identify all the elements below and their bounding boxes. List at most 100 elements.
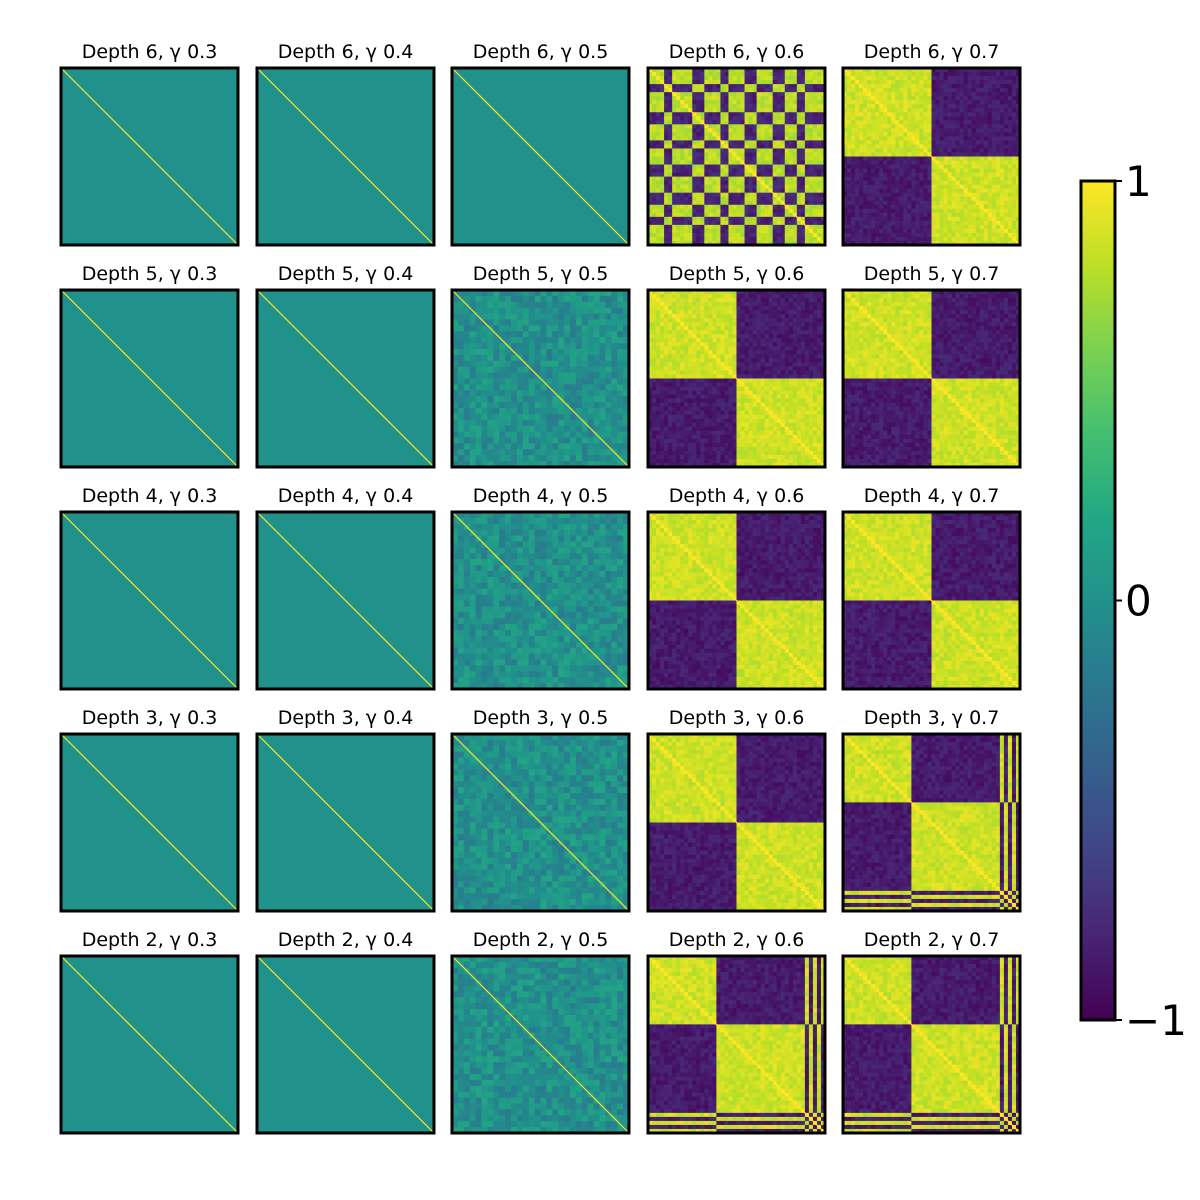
heatmap-cell xyxy=(704,161,708,165)
heatmap-cell xyxy=(668,294,672,298)
heatmap-cell xyxy=(617,443,623,449)
heatmap-cell xyxy=(708,294,712,298)
heatmap-cell xyxy=(887,209,891,213)
heatmap-cell xyxy=(923,88,927,92)
heatmap-cell xyxy=(927,209,931,213)
heatmap-cell xyxy=(728,298,732,302)
heatmap-cell xyxy=(972,116,976,120)
heatmap-cell xyxy=(895,140,899,144)
heatmap-cell xyxy=(972,104,976,108)
heatmap-cell xyxy=(688,100,692,104)
heatmap-cell xyxy=(656,302,660,306)
heatmap-cell xyxy=(672,72,676,76)
heatmap-cell xyxy=(728,88,732,92)
heatmap-cell xyxy=(737,169,741,173)
heatmap-cell xyxy=(558,349,564,355)
heatmap-cell xyxy=(499,390,505,396)
heatmap-cell xyxy=(871,84,875,88)
heatmap-cell xyxy=(785,201,789,205)
heatmap-cell xyxy=(855,112,859,116)
heatmap-cell xyxy=(605,373,611,379)
heatmap-cell xyxy=(976,213,980,217)
heatmap-cell xyxy=(1008,197,1012,201)
heatmap-cell xyxy=(976,108,980,112)
heatmap-cell xyxy=(847,217,851,221)
heatmap-cell xyxy=(972,169,976,173)
heatmap-cell xyxy=(558,379,564,385)
heatmap-cell xyxy=(708,237,712,241)
heatmap-cell xyxy=(960,225,964,229)
heatmap-cell xyxy=(863,177,867,181)
heatmap-cell xyxy=(704,229,708,233)
heatmap-cell xyxy=(745,173,749,177)
heatmap-cell xyxy=(847,152,851,156)
heatmap-cell xyxy=(745,193,749,197)
heatmap-cell xyxy=(944,120,948,124)
heatmap-cell xyxy=(728,237,732,241)
heatmap-cell xyxy=(781,169,785,173)
heatmap-cell xyxy=(761,144,765,148)
heatmap-cell xyxy=(984,185,988,189)
heatmap-cell xyxy=(511,390,517,396)
heatmap-cell xyxy=(903,177,907,181)
heatmap-cell xyxy=(605,343,611,349)
heatmap-cell xyxy=(813,221,817,225)
heatmap-cell xyxy=(855,120,859,124)
heatmap-cell xyxy=(476,438,482,444)
heatmap-cell xyxy=(956,185,960,189)
heatmap-cell xyxy=(749,128,753,132)
heatmap-cell xyxy=(716,181,720,185)
heatmap-cell xyxy=(594,426,600,432)
heatmap-cell xyxy=(907,185,911,189)
heatmap-cell xyxy=(680,136,684,140)
heatmap-cell xyxy=(546,302,552,308)
heatmap-cell xyxy=(688,229,692,233)
heatmap-cell xyxy=(688,76,692,80)
heatmap-cell xyxy=(805,152,809,156)
heatmap-cell xyxy=(932,152,936,156)
heatmap-cell xyxy=(805,76,809,80)
heatmap-cell xyxy=(523,414,529,420)
heatmap-cell xyxy=(996,169,1000,173)
heatmap-cell xyxy=(696,294,700,298)
heatmap-cell xyxy=(769,233,773,237)
heatmap-cell xyxy=(875,157,879,161)
heatmap-cell xyxy=(680,92,684,96)
heatmap-cell xyxy=(517,337,523,343)
heatmap-cell xyxy=(927,120,931,124)
heatmap-cell xyxy=(915,104,919,108)
heatmap-cell xyxy=(600,384,606,390)
heatmap-cell xyxy=(676,84,680,88)
heatmap-cell xyxy=(1004,161,1008,165)
heatmap-cell xyxy=(956,132,960,136)
heatmap-cell xyxy=(570,402,576,408)
heatmap-cell xyxy=(680,116,684,120)
heatmap-cell xyxy=(737,201,741,205)
heatmap-cell xyxy=(988,185,992,189)
heatmap-cell xyxy=(988,177,992,181)
heatmap-cell xyxy=(964,128,968,132)
heatmap-cell xyxy=(482,337,488,343)
heatmap-cell xyxy=(765,80,769,84)
heatmap-cell xyxy=(809,76,813,80)
heatmap-cell xyxy=(470,361,476,367)
heatmap-cell xyxy=(809,181,813,185)
heatmap-cell xyxy=(765,221,769,225)
heatmap-cell xyxy=(956,225,960,229)
heatmap-cell xyxy=(940,221,944,225)
heatmap-cell xyxy=(720,229,724,233)
heatmap-cell xyxy=(871,233,875,237)
heatmap-cell xyxy=(911,140,915,144)
heatmap-cell xyxy=(704,237,708,241)
heatmap-cell xyxy=(600,314,606,320)
heatmap-cell xyxy=(867,237,871,241)
heatmap-cell xyxy=(684,221,688,225)
heatmap-cell xyxy=(769,201,773,205)
heatmap-cell xyxy=(883,229,887,233)
heatmap-cell xyxy=(757,229,761,233)
heatmap-cell xyxy=(529,432,535,438)
heatmap-cell xyxy=(817,213,821,217)
heatmap-cell xyxy=(535,361,541,367)
heatmap-cell xyxy=(732,181,736,185)
heatmap-cell xyxy=(716,298,720,302)
